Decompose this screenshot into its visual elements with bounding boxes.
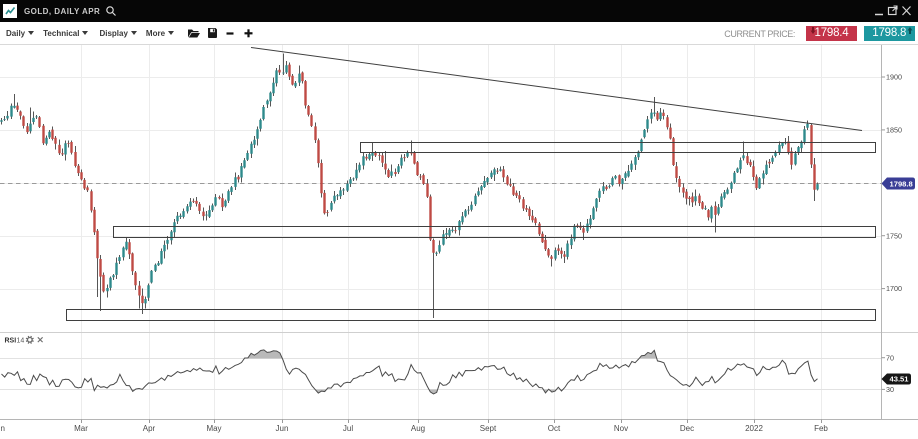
svg-text:Aug: Aug — [411, 424, 425, 433]
svg-text:1850: 1850 — [886, 126, 902, 135]
svg-text:May: May — [206, 424, 221, 433]
svg-text:1798.8: 1798.8 — [890, 179, 913, 188]
svg-text:Jul: Jul — [343, 424, 353, 433]
svg-text:14: 14 — [17, 338, 25, 345]
svg-text:30: 30 — [886, 385, 894, 394]
svg-text:1750: 1750 — [886, 231, 902, 240]
svg-text:Nov: Nov — [614, 424, 628, 433]
svg-text:43.51: 43.51 — [890, 375, 910, 384]
svg-text:n: n — [1, 424, 5, 433]
svg-text:70: 70 — [886, 353, 894, 362]
svg-text:Feb: Feb — [814, 424, 828, 433]
svg-text:1900: 1900 — [886, 73, 902, 82]
svg-text:Apr: Apr — [143, 424, 156, 433]
svg-text:Dec: Dec — [680, 424, 694, 433]
svg-text:RSI: RSI — [5, 338, 17, 345]
svg-text:Oct: Oct — [548, 424, 561, 433]
svg-text:Jun: Jun — [276, 424, 289, 433]
svg-text:2022: 2022 — [745, 424, 763, 433]
svg-text:Mar: Mar — [74, 424, 88, 433]
svg-text:1700: 1700 — [886, 284, 902, 293]
svg-text:Sept: Sept — [480, 424, 497, 433]
